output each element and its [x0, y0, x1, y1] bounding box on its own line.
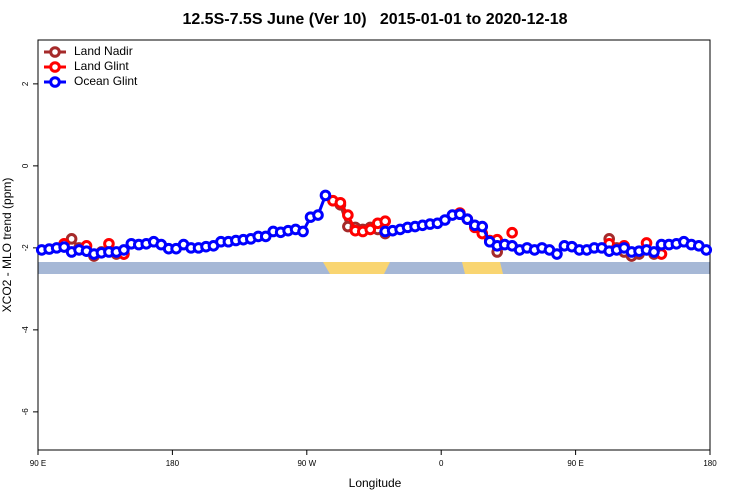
point — [259, 230, 272, 243]
point — [342, 209, 354, 221]
x-tick-label: 0 — [439, 459, 444, 468]
x-tick-label: 90 E — [30, 459, 46, 468]
point — [461, 213, 474, 225]
point — [551, 248, 563, 260]
x-tick-label: 90 W — [297, 459, 316, 468]
legend-marker — [49, 61, 61, 73]
point — [476, 220, 489, 233]
y-tick-label: -4 — [21, 326, 30, 334]
x-tick-label: 180 — [703, 459, 717, 468]
legend-marker — [49, 46, 61, 58]
x-axis-label: Longitude — [349, 476, 402, 490]
plot-frame — [37, 39, 711, 451]
point — [454, 208, 466, 221]
point — [364, 223, 377, 236]
point — [297, 225, 309, 238]
x-tick-label: 180 — [166, 459, 180, 468]
x-tick-label: 90 E — [567, 459, 583, 468]
y-tick-label: 0 — [21, 163, 30, 168]
point — [58, 241, 70, 253]
legend-marker — [49, 76, 61, 88]
y-tick-label: -6 — [21, 408, 30, 416]
legend-label: Land Glint — [74, 59, 129, 73]
legend-label: Ocean Glint — [74, 74, 138, 88]
point — [700, 244, 713, 256]
land-mask — [38, 262, 710, 274]
point — [334, 196, 347, 209]
point — [319, 189, 332, 202]
point — [65, 233, 78, 245]
point — [118, 244, 130, 256]
y-axis-label: XCO2 - MLO trend (ppm) — [0, 178, 14, 313]
series — [35, 189, 713, 260]
point — [379, 215, 392, 228]
y-tick-label: 2 — [21, 81, 30, 86]
chart-title: 12.5S-7.5S June (Ver 10) 2015-01-01 to 2… — [182, 11, 567, 28]
legend-label: Land Nadir — [74, 44, 133, 58]
land-patch — [462, 262, 503, 274]
land-patch — [323, 262, 390, 274]
point — [439, 214, 451, 226]
y-tick-label: -2 — [21, 244, 30, 252]
point — [506, 226, 518, 239]
point — [312, 209, 324, 221]
point — [648, 246, 660, 258]
